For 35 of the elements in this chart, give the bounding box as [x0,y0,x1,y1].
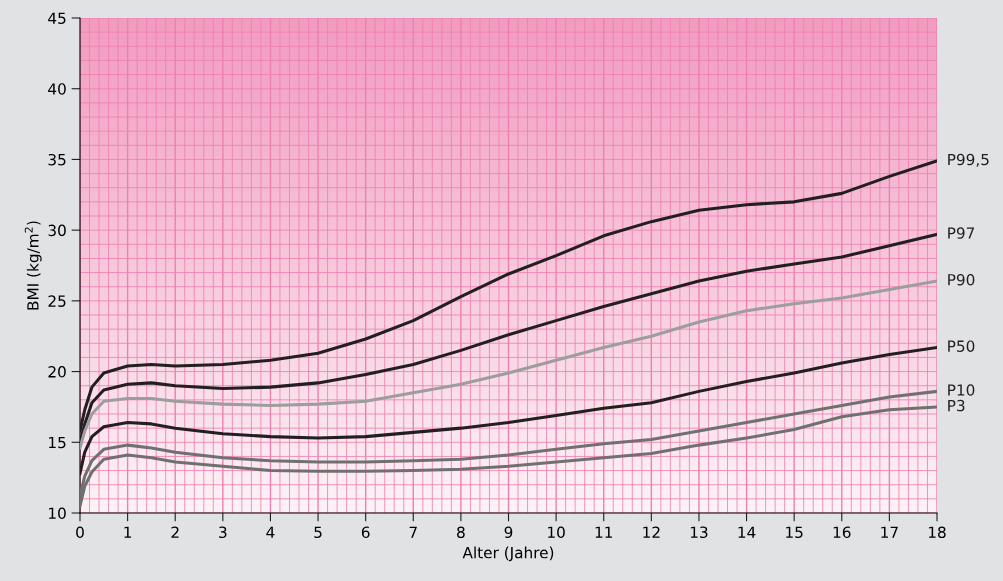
y-tick-label: 45 [48,12,66,25]
y-tick-label: 30 [48,224,66,237]
y-tick-label: 10 [49,507,66,520]
x-tick-label: 8 [457,526,465,539]
x-tick-label: 7 [409,526,417,538]
x-tick-label: 9 [504,526,513,539]
x-tick-label: 18 [928,526,946,539]
x-tick-label: 15 [786,526,803,539]
series-label: P10 [948,384,975,396]
series-label: P3 [948,399,965,412]
x-tick-label: 0 [76,526,84,539]
series-label: P97 [948,227,975,239]
x-tick-label: 3 [219,526,227,539]
y-tick-label: 40 [48,83,66,95]
x-tick-label: 1 [124,526,132,538]
y-axis-title: BMI (kg/m$^{2}$) [24,221,42,310]
y-tick-label: 20 [48,366,66,378]
x-tick-label: 5 [314,526,322,539]
x-tick-label: 12 [643,526,660,538]
x-tick-label: 14 [738,526,756,538]
series-label: P99,5 [948,153,989,167]
x-tick-label: 2 [171,526,179,538]
y-tick-label: 25 [48,295,66,307]
x-axis-title: Alter (Jahre) [462,546,554,562]
series-label: P50 [948,340,975,352]
y-tick-label: 35 [48,153,66,166]
x-tick-label: 16 [833,526,851,539]
x-tick-label: 17 [881,526,898,538]
y-tick-label: 15 [49,436,66,449]
x-tick-label: 13 [690,526,708,539]
x-tick-label: 11 [595,526,613,538]
series-label: P90 [948,273,975,286]
x-tick-label: 10 [548,526,565,539]
x-tick-label: 4 [266,526,275,538]
x-tick-label: 6 [361,526,370,539]
